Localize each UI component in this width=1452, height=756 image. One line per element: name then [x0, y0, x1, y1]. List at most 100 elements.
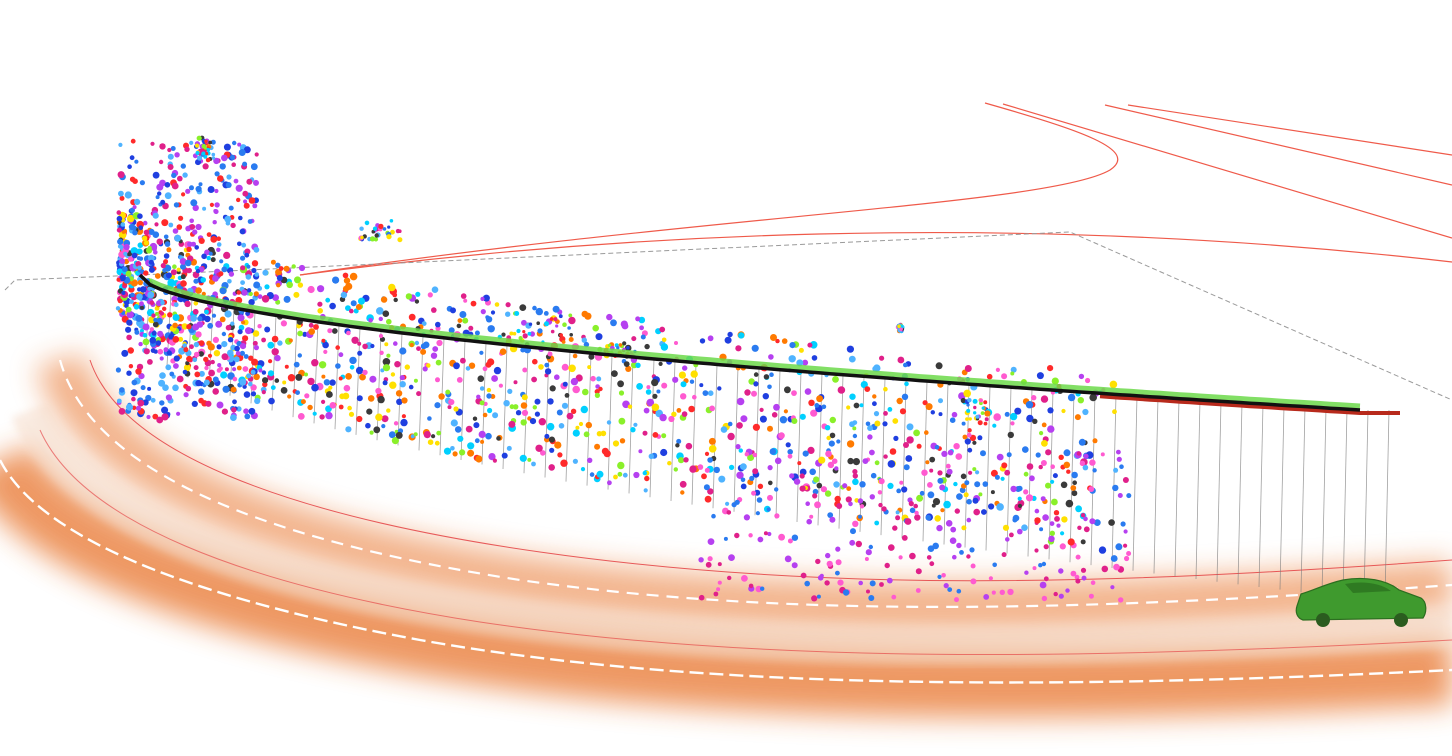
point [176, 224, 183, 230]
point [1004, 411, 1010, 417]
point [931, 503, 936, 508]
point [937, 574, 942, 580]
point [635, 316, 641, 322]
point [833, 481, 840, 488]
point [827, 512, 834, 518]
point [951, 411, 958, 418]
point-cluster [390, 229, 395, 235]
point [198, 340, 205, 346]
point [465, 425, 473, 433]
point [1041, 595, 1048, 602]
point [852, 469, 858, 475]
point [705, 561, 712, 568]
point [482, 412, 488, 418]
point [906, 436, 914, 444]
point-cluster [626, 346, 630, 350]
point [995, 367, 1001, 372]
point [162, 268, 167, 273]
point [416, 346, 421, 351]
point [862, 458, 869, 464]
point [195, 379, 202, 387]
point [1040, 395, 1049, 403]
point [159, 143, 166, 150]
point [356, 415, 363, 423]
point [386, 353, 391, 358]
point [799, 485, 806, 492]
point [480, 309, 486, 315]
point [860, 381, 868, 389]
point [728, 554, 735, 561]
point [584, 312, 592, 320]
point-cluster [972, 398, 978, 404]
point [748, 533, 753, 538]
point [192, 357, 198, 363]
trajectory-stem [1195, 399, 1201, 580]
point [646, 398, 655, 407]
point [230, 414, 237, 421]
point [699, 383, 704, 388]
point [230, 154, 236, 160]
point [239, 228, 246, 235]
point [707, 335, 714, 342]
point [757, 483, 764, 489]
point [532, 358, 538, 365]
point [161, 219, 169, 227]
point [927, 545, 935, 552]
point [811, 355, 818, 361]
point [868, 595, 875, 601]
point [408, 313, 416, 321]
point [239, 343, 247, 350]
point [127, 214, 135, 223]
point [941, 573, 946, 578]
point [340, 291, 348, 299]
point [760, 586, 765, 591]
point [325, 411, 333, 420]
point [393, 341, 398, 346]
point [204, 309, 209, 315]
point-cluster [378, 223, 384, 229]
point-cluster [372, 226, 378, 231]
point [825, 552, 831, 559]
point [952, 554, 957, 560]
point-cluster [522, 330, 526, 334]
point [252, 330, 260, 337]
point [1026, 463, 1034, 470]
point [193, 301, 199, 306]
point [297, 353, 302, 358]
point [130, 279, 138, 287]
point [552, 305, 560, 313]
point [938, 398, 943, 404]
point [915, 568, 922, 575]
point [1032, 566, 1037, 571]
point [399, 347, 407, 355]
point [366, 408, 373, 415]
trajectory-lines [138, 273, 1400, 415]
point [467, 442, 475, 450]
point [818, 456, 826, 464]
point [293, 361, 300, 368]
point [173, 355, 180, 362]
point [744, 452, 749, 457]
point [1001, 552, 1007, 558]
point [633, 422, 638, 427]
point [610, 319, 617, 327]
point [895, 515, 901, 521]
point [904, 518, 912, 525]
point [409, 342, 414, 348]
point [799, 413, 806, 420]
point [322, 341, 329, 349]
point [774, 487, 779, 492]
point [142, 333, 148, 338]
point [960, 473, 967, 480]
point [590, 375, 596, 382]
point [214, 171, 220, 177]
point [689, 379, 695, 384]
point [434, 440, 440, 446]
point [661, 337, 667, 343]
point [459, 449, 466, 456]
point [534, 398, 541, 405]
point [276, 283, 281, 288]
point [211, 313, 217, 318]
point [275, 299, 281, 305]
point [223, 251, 231, 259]
